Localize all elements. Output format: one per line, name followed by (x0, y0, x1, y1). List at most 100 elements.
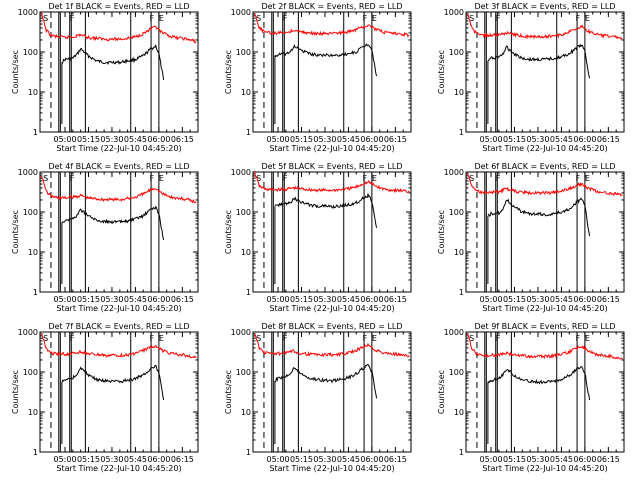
series-line-lld (41, 175, 197, 204)
x-tick-label: 05:30 (100, 295, 123, 304)
y-tick-label: 1 (459, 448, 464, 457)
marker-label-s: S (469, 174, 474, 183)
panel-title: Det 8f BLACK = Events, RED = LLD (261, 322, 402, 331)
y-tick-label: 1 (246, 128, 251, 137)
y-tick-label: 1 (33, 288, 38, 297)
marker-label-s: S (43, 334, 48, 343)
x-axis-label: Start Time (22-Jul-10 04:45:20) (482, 464, 607, 473)
y-tick-label: 1000 (444, 8, 464, 17)
y-tick-label: 10 (454, 408, 464, 417)
panel-title: Det 7f BLACK = Events, RED = LLD (48, 322, 189, 331)
marker-label-f: F (150, 14, 155, 23)
y-tick-label: 100 (23, 208, 38, 217)
panel-title: Det 1f BLACK = Events, RED = LLD (48, 2, 189, 11)
series-line-events (61, 43, 165, 81)
x-tick-label: 06:15 (597, 455, 620, 464)
series-line-lld (254, 333, 410, 358)
y-tick-label: 10 (241, 88, 251, 97)
series-line-events (274, 364, 378, 399)
marker-label-f: F (496, 334, 501, 343)
marker-label-e: E (585, 174, 590, 183)
y-tick-label: 10 (28, 248, 38, 257)
panel-title: Det 6f BLACK = Events, RED = LLD (474, 162, 615, 171)
x-tick-label: 05:30 (313, 455, 336, 464)
y-tick-label: 100 (236, 368, 251, 377)
marker-label-f: F (70, 174, 75, 183)
x-tick-label: 05:45 (124, 455, 147, 464)
x-tick-label: 05:15 (290, 135, 313, 144)
series-line-events (487, 43, 591, 79)
y-tick-label: 100 (236, 208, 251, 217)
x-axis-label: Start Time (22-Jul-10 04:45:20) (56, 144, 181, 153)
y-tick-label: 1000 (18, 328, 38, 337)
marker-label-f: F (283, 174, 288, 183)
marker-label-s: S (469, 14, 474, 23)
marker-label-e: E (159, 334, 164, 343)
x-axis-label: Start Time (22-Jul-10 04:45:20) (269, 304, 394, 313)
x-tick-label: 05:15 (503, 135, 526, 144)
x-tick-label: 05:15 (290, 295, 313, 304)
plot-frame (39, 11, 199, 133)
x-tick-label: 05:00 (53, 135, 76, 144)
marker-label-f: F (496, 174, 501, 183)
x-tick-label: 05:30 (526, 455, 549, 464)
y-tick-label: 10 (454, 248, 464, 257)
marker-label-s: S (43, 14, 48, 23)
x-tick-label: 05:00 (479, 135, 502, 144)
marker-label-f: F (363, 334, 368, 343)
panel-title: Det 2f BLACK = Events, RED = LLD (261, 2, 402, 11)
plot-frame (252, 11, 412, 133)
x-tick-label: 05:00 (266, 455, 289, 464)
marker-label-e: E (585, 334, 590, 343)
x-tick-label: 05:30 (313, 135, 336, 144)
marker-label-f: F (496, 14, 501, 23)
y-tick-label: 1000 (444, 168, 464, 177)
y-axis-label: Counts/sec (437, 210, 446, 254)
panel-title: Det 3f BLACK = Events, RED = LLD (474, 2, 615, 11)
series-line-lld (467, 332, 623, 360)
x-tick-label: 06:00 (573, 455, 596, 464)
y-tick-label: 1000 (444, 328, 464, 337)
y-tick-label: 100 (23, 368, 38, 377)
series-line-events (61, 364, 165, 401)
x-tick-label: 05:30 (526, 295, 549, 304)
y-tick-label: 100 (449, 48, 464, 57)
marker-label-f: F (576, 174, 581, 183)
y-axis-label: Counts/sec (437, 50, 446, 94)
series-line-events (61, 205, 165, 241)
detector-panel-9: Det 9f BLACK = Events, RED = LLD 1 10 100 10… (437, 322, 625, 473)
marker-label-f: F (576, 334, 581, 343)
panel-title: Det 9f BLACK = Events, RED = LLD (474, 322, 615, 331)
x-tick-label: 05:45 (337, 295, 360, 304)
x-tick-label: 05:15 (77, 455, 100, 464)
plot-frame (465, 331, 625, 453)
x-tick-label: 06:00 (147, 135, 170, 144)
y-axis-label: Counts/sec (224, 370, 233, 414)
y-tick-label: 10 (241, 408, 251, 417)
x-tick-label: 05:45 (124, 295, 147, 304)
detector-panel-8: Det 8f BLACK = Events, RED = LLD 1 10 100 10… (224, 322, 412, 473)
marker-label-f: F (70, 334, 75, 343)
x-axis-label: Start Time (22-Jul-10 04:45:20) (56, 304, 181, 313)
y-tick-label: 1000 (231, 168, 251, 177)
marker-label-e: E (372, 14, 377, 23)
marker-label-e: E (372, 174, 377, 183)
y-tick-label: 1000 (231, 328, 251, 337)
series-line-events (274, 192, 378, 229)
x-tick-label: 05:00 (479, 295, 502, 304)
x-tick-label: 06:15 (171, 295, 194, 304)
x-tick-label: 05:30 (526, 135, 549, 144)
detector-panel-2: Det 2f BLACK = Events, RED = LLD 1 10 100 10… (224, 2, 412, 153)
x-tick-label: 05:00 (53, 295, 76, 304)
x-tick-label: 06:00 (360, 455, 383, 464)
plot-frame (252, 331, 412, 453)
y-tick-label: 1 (459, 288, 464, 297)
x-tick-label: 05:00 (266, 295, 289, 304)
detector-panel-4: Det 4f BLACK = Events, RED = LLD 1 10 100 10… (11, 162, 199, 313)
y-tick-label: 1 (459, 128, 464, 137)
x-tick-label: 05:15 (77, 135, 100, 144)
marker-label-e: E (585, 14, 590, 23)
plot-frame (39, 331, 199, 453)
x-tick-label: 05:30 (313, 295, 336, 304)
x-tick-label: 05:00 (479, 455, 502, 464)
